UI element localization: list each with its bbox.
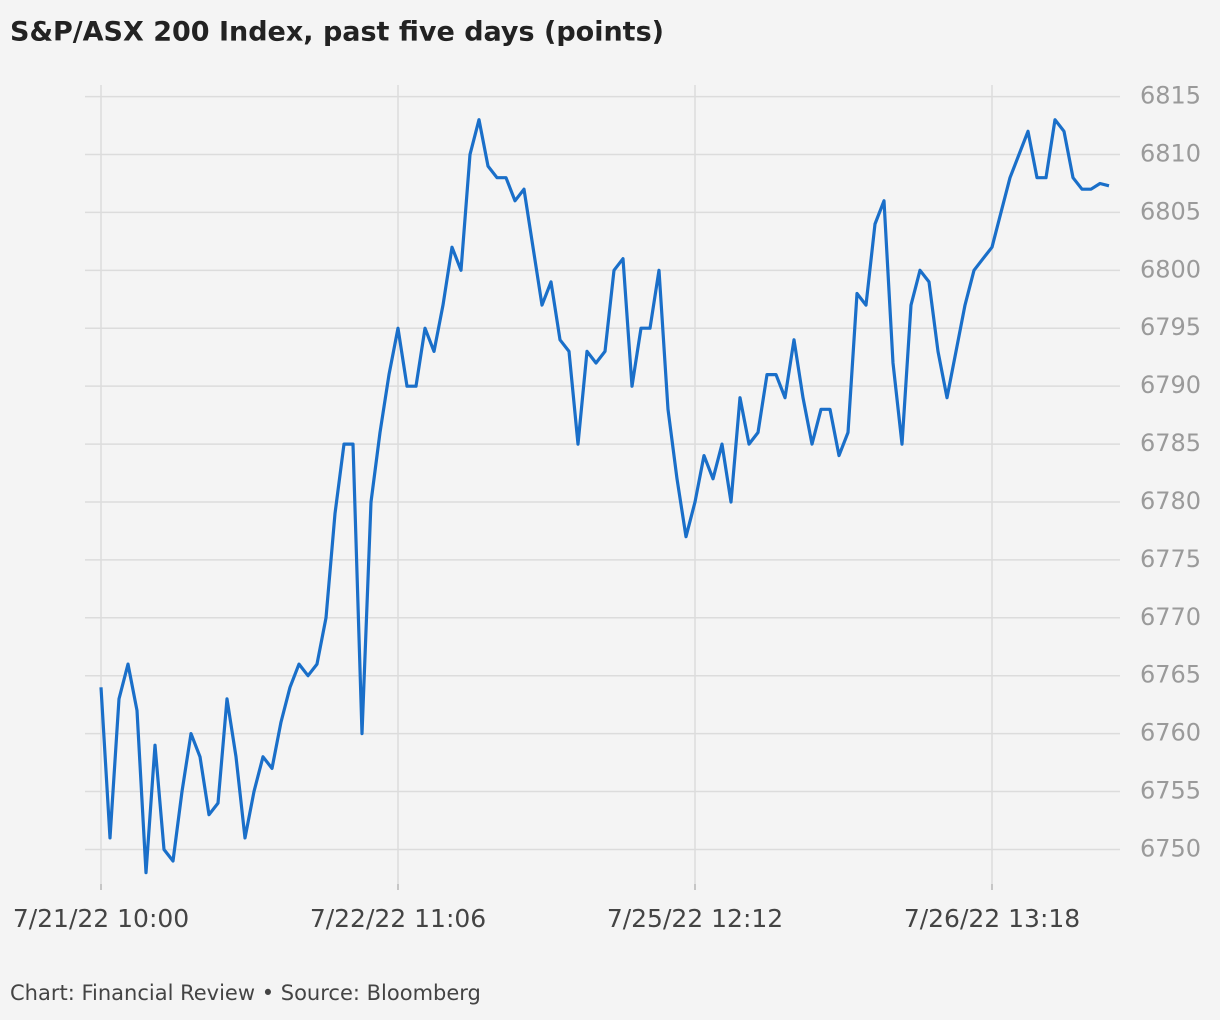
data-line [99,118,1110,875]
source-note: Chart: Financial Review • Source: Bloomb… [10,981,481,1005]
y-tick-label: 6795 [1140,313,1201,341]
y-tick-label: 6760 [1140,719,1201,747]
x-tick-label: 7/21/22 10:00 [13,904,189,933]
x-tick-label: 7/26/22 13:18 [904,904,1080,933]
y-tick-label: 6775 [1140,545,1201,573]
y-tick-label: 6810 [1140,139,1201,167]
y-tick-label: 6800 [1140,255,1201,283]
y-tick-label: 6785 [1140,429,1201,457]
y-tick-label: 6780 [1140,487,1201,515]
y-tick-label: 6815 [1140,82,1201,110]
x-tick-label: 7/22/22 11:06 [310,904,486,933]
x-tick-label: 7/25/22 12:12 [607,904,783,933]
y-tick-label: 6790 [1140,371,1201,399]
y-tick-label: 6755 [1140,777,1201,805]
y-tick-label: 6765 [1140,661,1201,689]
y-tick-label: 6750 [1140,834,1201,862]
y-tick-label: 6805 [1140,197,1201,225]
y-tick-label: 6770 [1140,603,1201,631]
chart-title: S&P/ASX 200 Index, past five days (point… [10,17,664,48]
